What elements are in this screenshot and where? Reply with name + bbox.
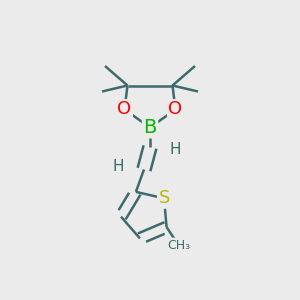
Text: B: B <box>143 118 157 137</box>
Text: H: H <box>113 159 124 174</box>
Text: O: O <box>168 100 183 118</box>
Text: H: H <box>170 142 181 158</box>
Text: S: S <box>158 189 170 207</box>
Text: O: O <box>117 100 132 118</box>
Text: CH₃: CH₃ <box>167 239 190 252</box>
